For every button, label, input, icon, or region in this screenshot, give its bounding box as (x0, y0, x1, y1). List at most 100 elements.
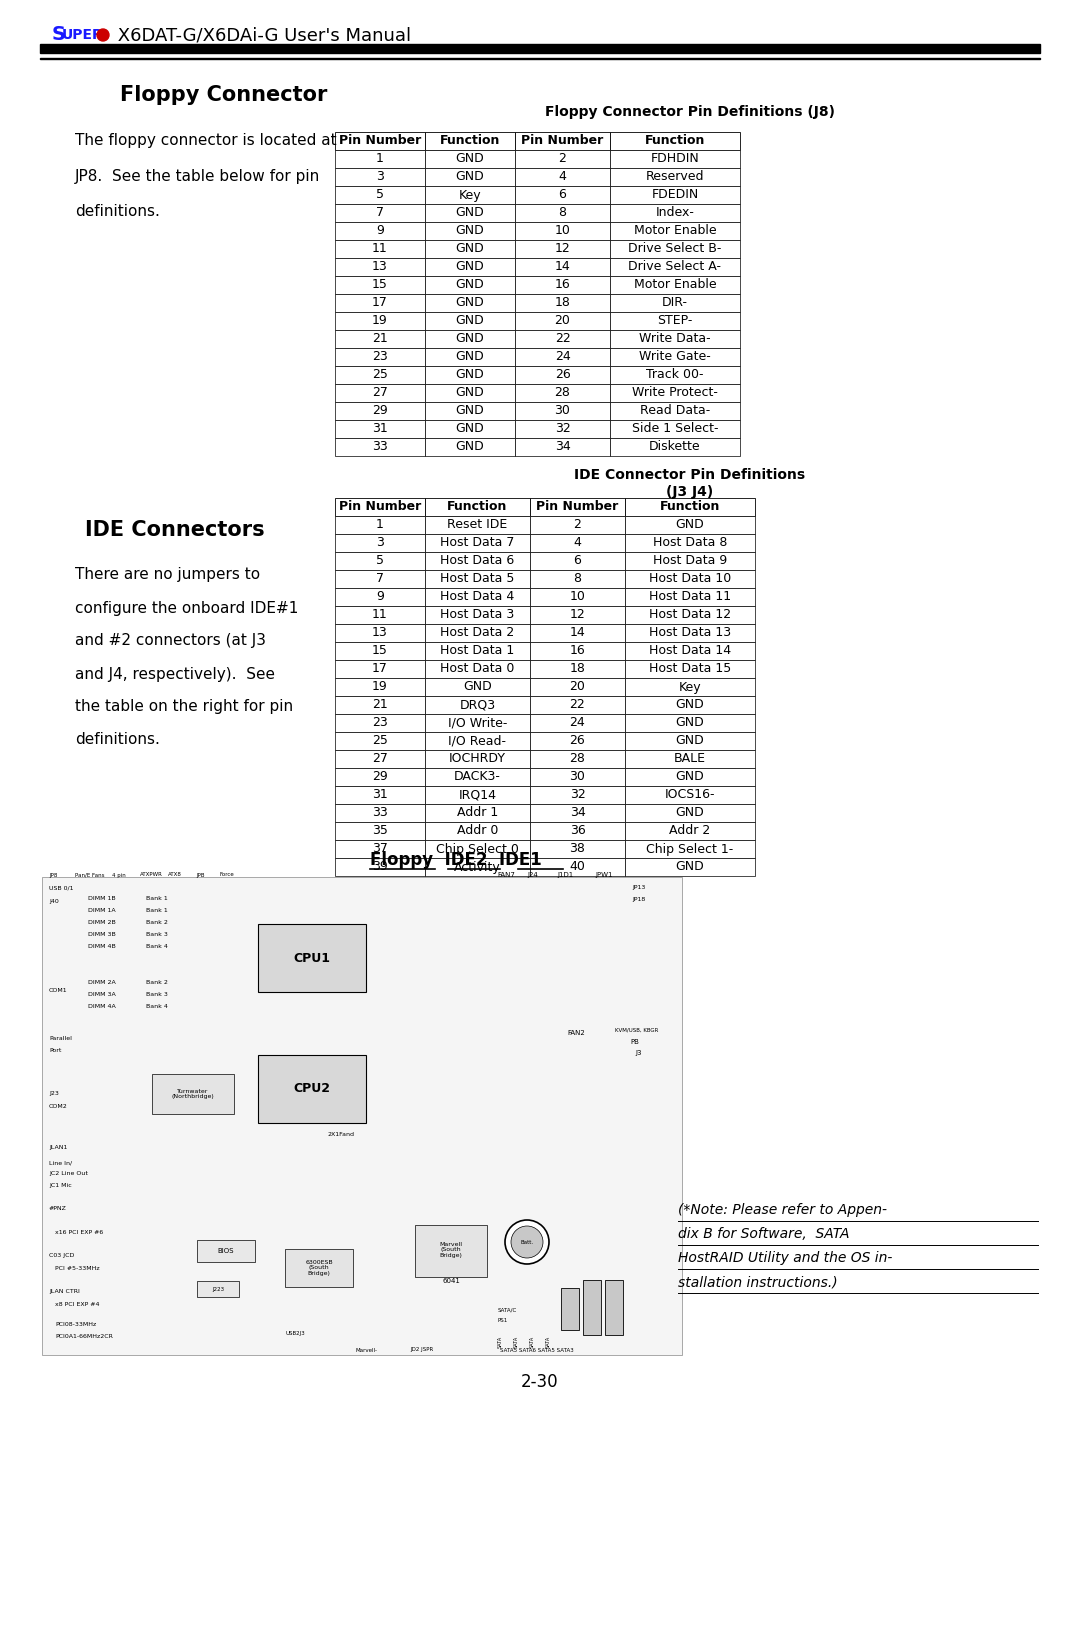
Text: Parallel: Parallel (49, 1036, 72, 1041)
Text: COM2: COM2 (49, 1104, 68, 1109)
Bar (530, 606, 625, 624)
Text: 32: 32 (555, 422, 570, 436)
Bar (583, 1280, 600, 1335)
Bar (426, 437, 515, 455)
Bar (610, 239, 740, 257)
Bar (415, 1224, 487, 1277)
Bar (426, 498, 530, 516)
Bar (625, 498, 755, 516)
Text: Host Data 12: Host Data 12 (649, 609, 731, 622)
Bar (625, 516, 755, 535)
Bar (625, 624, 755, 642)
Bar (625, 696, 755, 714)
Text: GND: GND (456, 333, 484, 345)
Text: 11: 11 (373, 243, 388, 256)
Text: Turnwater
(Northbridge): Turnwater (Northbridge) (172, 1089, 214, 1099)
Text: GND: GND (676, 518, 704, 531)
Text: Port: Port (49, 1048, 62, 1053)
Bar (426, 624, 530, 642)
Text: GND: GND (676, 734, 704, 747)
Text: (J3 J4): (J3 J4) (666, 485, 714, 498)
Bar (426, 767, 530, 785)
Text: IOCS16-: IOCS16- (665, 789, 715, 802)
Text: CPU2: CPU2 (294, 1082, 330, 1096)
Text: JPB: JPB (195, 873, 204, 878)
Bar (625, 660, 755, 678)
Text: 26: 26 (569, 734, 585, 747)
Text: 20: 20 (554, 315, 570, 327)
Text: GND: GND (456, 224, 484, 238)
Text: GND: GND (456, 170, 484, 183)
Bar (335, 660, 426, 678)
Bar (515, 276, 610, 294)
Text: SATA/C: SATA/C (498, 1307, 517, 1312)
Text: 13: 13 (373, 261, 388, 274)
Bar (515, 366, 610, 384)
Bar (426, 606, 530, 624)
Bar (530, 642, 625, 660)
Bar (426, 348, 515, 366)
Text: Function: Function (447, 500, 508, 513)
Text: Read Data-: Read Data- (639, 404, 711, 417)
Text: and J4, respectively).  See: and J4, respectively). See (75, 667, 275, 681)
Text: 6300ESB
(South
Bridge): 6300ESB (South Bridge) (306, 1259, 333, 1277)
Text: JP18: JP18 (632, 898, 645, 903)
Text: GND: GND (456, 422, 484, 436)
Bar (530, 751, 625, 767)
Text: GND: GND (676, 771, 704, 784)
Text: PS1: PS1 (498, 1317, 509, 1323)
Bar (335, 587, 426, 606)
Text: SATA: SATA (513, 1336, 518, 1348)
Bar (335, 751, 426, 767)
Text: Index-: Index- (656, 206, 694, 219)
Bar (426, 733, 530, 751)
Text: x8 PCI EXP #4: x8 PCI EXP #4 (55, 1302, 99, 1307)
Text: Bank 2: Bank 2 (146, 980, 167, 985)
Bar (530, 733, 625, 751)
Bar (515, 294, 610, 312)
Text: Write Gate-: Write Gate- (639, 350, 711, 363)
Text: 32: 32 (569, 789, 585, 802)
Text: Line In/: Line In/ (49, 1160, 72, 1165)
Text: 19: 19 (373, 680, 388, 693)
Text: GND: GND (456, 368, 484, 381)
Bar (610, 276, 740, 294)
Text: 30: 30 (554, 404, 570, 417)
Text: Host Data 7: Host Data 7 (441, 536, 515, 549)
Bar (426, 312, 515, 330)
Bar (530, 678, 625, 696)
Text: 6041: 6041 (442, 1279, 460, 1284)
Text: 23: 23 (373, 350, 388, 363)
Text: JD2 JSPR: JD2 JSPR (410, 1348, 433, 1353)
Bar (426, 168, 515, 186)
Text: #PNZ: #PNZ (49, 1206, 67, 1211)
Text: 5: 5 (376, 188, 384, 201)
Bar (335, 696, 426, 714)
Bar (335, 239, 426, 257)
Bar (426, 660, 530, 678)
Text: Write Data-: Write Data- (639, 333, 711, 345)
Text: Function: Function (660, 500, 720, 513)
Bar (530, 516, 625, 535)
Text: Key: Key (678, 680, 701, 693)
Text: JLAN1: JLAN1 (49, 1145, 67, 1150)
Bar (610, 168, 740, 186)
Bar (515, 205, 610, 223)
Text: 7: 7 (376, 573, 384, 586)
Text: 6: 6 (558, 188, 566, 201)
Bar (426, 330, 515, 348)
Text: Host Data 4: Host Data 4 (441, 591, 515, 604)
Bar (426, 804, 530, 822)
Text: 7: 7 (376, 206, 384, 219)
Bar (426, 516, 530, 535)
Bar (515, 223, 610, 239)
Bar (258, 924, 366, 992)
Bar (335, 205, 426, 223)
Text: 27: 27 (373, 386, 388, 399)
Text: Drive Select B-: Drive Select B- (629, 243, 721, 256)
Text: Host Data 2: Host Data 2 (441, 627, 515, 640)
Text: KVM/USB, KBGR: KVM/USB, KBGR (615, 1028, 659, 1033)
Text: 33: 33 (373, 807, 388, 820)
Text: ATXPWR: ATXPWR (140, 873, 163, 878)
Bar (335, 714, 426, 733)
